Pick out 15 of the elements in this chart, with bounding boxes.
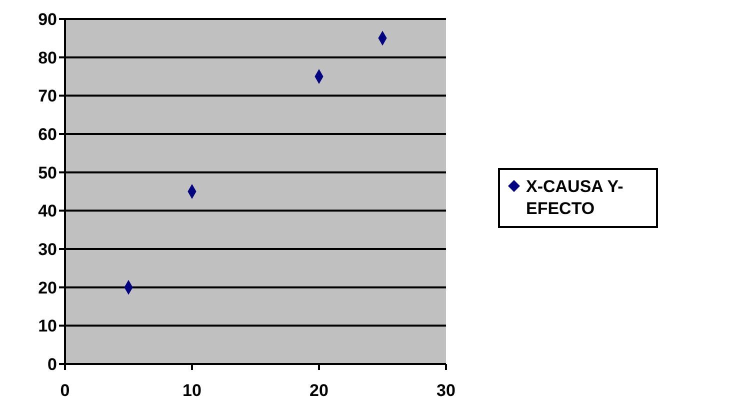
y-tick-label: 80 xyxy=(38,48,57,68)
x-tick-label: 0 xyxy=(60,381,70,400)
x-tick-label: 10 xyxy=(182,381,202,400)
y-tick-label: 70 xyxy=(38,86,57,106)
y-tick-label: 10 xyxy=(38,316,57,336)
y-tick-label: 90 xyxy=(38,10,57,30)
y-tick-label: 40 xyxy=(38,202,57,221)
y-tick-label: 60 xyxy=(38,125,57,144)
x-tick-label: 20 xyxy=(310,381,328,400)
x-tick-label: 30 xyxy=(436,381,456,400)
y-tick-label: 30 xyxy=(38,240,57,260)
y-tick-label: 50 xyxy=(38,163,57,182)
y-tick-label: 0 xyxy=(48,355,57,374)
y-tick-label: 20 xyxy=(38,278,57,298)
legend-label: X-CAUSA Y-EFECTO xyxy=(526,176,624,220)
